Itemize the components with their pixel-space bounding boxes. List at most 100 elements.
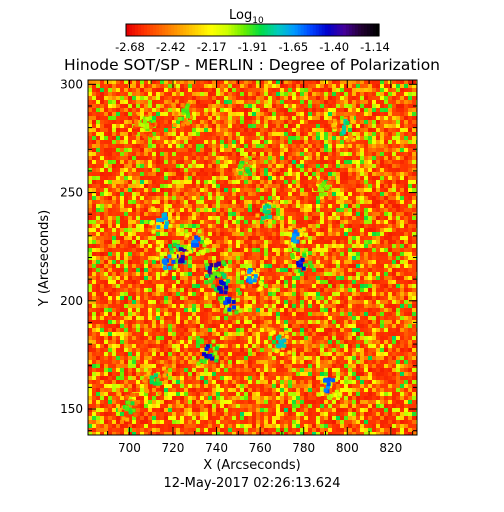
heatmap-cell: [308, 280, 312, 284]
heatmap-cell: [112, 188, 116, 192]
heatmap-cell: [388, 116, 392, 120]
heatmap-cell: [124, 216, 128, 220]
heatmap-cell: [140, 92, 144, 96]
heatmap-cell: [148, 184, 152, 188]
heatmap-cell: [128, 248, 132, 252]
heatmap-cell: [96, 172, 100, 176]
heatmap-cell: [156, 116, 160, 120]
heatmap-cell: [352, 296, 356, 300]
heatmap-cell: [268, 172, 272, 176]
heatmap-cell: [236, 200, 240, 204]
heatmap-cell: [388, 188, 392, 192]
heatmap-cell: [144, 268, 148, 272]
heatmap-cell: [196, 152, 200, 156]
heatmap-cell: [116, 80, 120, 84]
heatmap-cell: [304, 140, 308, 144]
heatmap-cell: [164, 292, 168, 296]
heatmap-cell: [160, 108, 164, 112]
heatmap-cell: [300, 88, 304, 92]
heatmap-cell: [372, 84, 376, 88]
heatmap-cell: [316, 144, 320, 148]
heatmap-cell: [200, 308, 204, 312]
heatmap-cell: [300, 108, 304, 112]
heatmap-cell: [392, 292, 396, 296]
heatmap-cell: [100, 196, 104, 200]
colorbar-cell: [300, 24, 305, 36]
heatmap-cell: [108, 200, 112, 204]
heatmap-cell: [308, 292, 312, 296]
heatmap-cell: [140, 312, 144, 316]
heatmap-cell: [200, 160, 204, 164]
heatmap-cell: [284, 116, 288, 120]
heatmap-cell: [256, 156, 260, 160]
heatmap-cell: [132, 152, 136, 156]
heatmap-cell: [124, 116, 128, 120]
heatmap-cell: [284, 300, 288, 304]
heatmap-cell: [232, 116, 236, 120]
heatmap-cell: [168, 188, 172, 192]
heatmap-cell: [396, 200, 400, 204]
heatmap-cell: [408, 112, 412, 116]
heatmap-cell: [172, 308, 176, 312]
heatmap-cell: [404, 192, 408, 196]
heatmap-cell: [128, 192, 132, 196]
heatmap-cell: [156, 164, 160, 168]
heatmap-cell: [112, 136, 116, 140]
heatmap-cell: [160, 168, 164, 172]
heatmap-cell: [116, 264, 120, 268]
heatmap-cell: [376, 112, 380, 116]
heatmap-cell: [108, 168, 112, 172]
heatmap-cell: [160, 248, 164, 252]
heatmap-cell: [156, 284, 160, 288]
heatmap-cell: [308, 308, 312, 312]
heatmap-cell: [364, 220, 368, 224]
heatmap-cell: [408, 136, 412, 140]
heatmap-cell: [260, 236, 264, 240]
heatmap-cell: [344, 92, 348, 96]
heatmap-cell: [404, 236, 408, 240]
heatmap-cell: [240, 204, 244, 208]
heatmap-cell: [332, 240, 336, 244]
heatmap-cell: [144, 196, 148, 200]
heatmap-cell: [92, 120, 96, 124]
heatmap-cell: [156, 100, 160, 104]
heatmap-cell: [280, 168, 284, 172]
heatmap-cell: [164, 88, 168, 92]
heatmap-cell: [108, 232, 112, 236]
heatmap-cell: [364, 204, 368, 208]
heatmap-cell: [312, 192, 316, 196]
heatmap-cell: [388, 308, 392, 312]
heatmap-cell: [324, 144, 328, 148]
heatmap-cell: [136, 100, 140, 104]
colorbar-cell: [312, 24, 317, 36]
heatmap-cell: [132, 232, 136, 236]
heatmap-cell: [180, 96, 184, 100]
heatmap-cell: [180, 268, 184, 272]
heatmap-cell: [316, 196, 320, 200]
heatmap-cell: [268, 248, 272, 252]
heatmap-cell: [108, 156, 112, 160]
heatmap-cell: [180, 204, 184, 208]
colorbar-cell: [165, 24, 169, 36]
heatmap-cell: [204, 148, 208, 152]
heatmap-cell: [380, 120, 384, 124]
heatmap-cell: [292, 164, 296, 168]
heatmap-cell: [284, 80, 288, 84]
heatmap-cell: [108, 88, 112, 92]
heatmap-cell: [392, 116, 396, 120]
heatmap-cell: [340, 236, 344, 240]
heatmap-cell: [132, 252, 136, 256]
heatmap-cell: [376, 116, 380, 120]
heatmap-cell: [412, 136, 416, 140]
heatmap-cell: [184, 204, 188, 208]
heatmap-cell: [120, 192, 124, 196]
heatmap-cell: [356, 296, 360, 300]
heatmap-cell: [136, 164, 140, 168]
heatmap-cell: [108, 208, 112, 212]
colorbar-cell: [180, 24, 184, 36]
heatmap-cell: [364, 212, 368, 216]
heatmap-cell: [160, 136, 164, 140]
heatmap-cell: [128, 240, 132, 244]
heatmap-cell: [332, 84, 336, 88]
heatmap-cell: [412, 172, 416, 176]
